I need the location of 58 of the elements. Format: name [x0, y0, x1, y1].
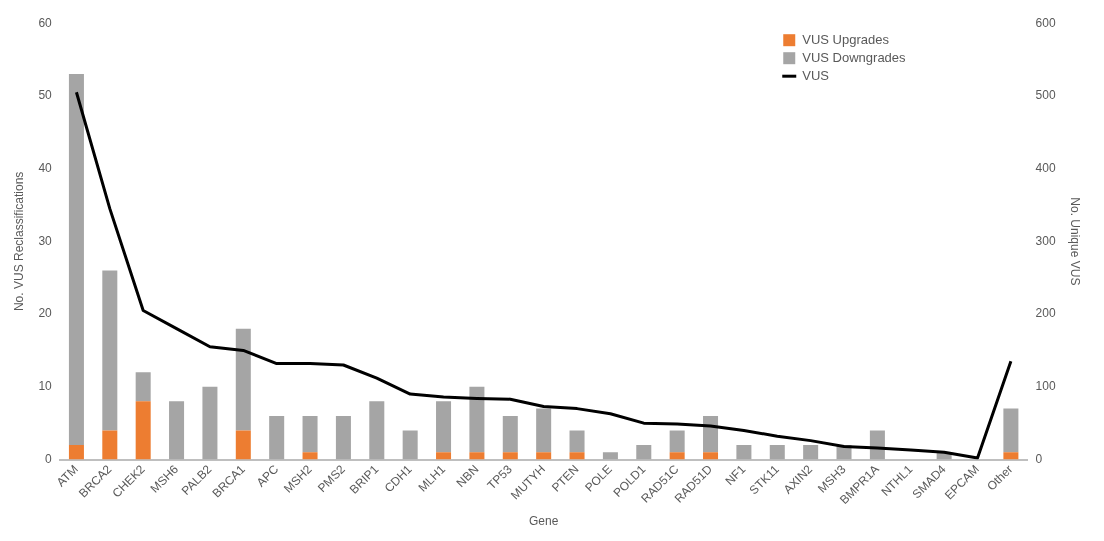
- bar: [369, 401, 385, 460]
- bar: [703, 452, 719, 460]
- bar: [469, 452, 485, 460]
- x-axis-title: Gene: [528, 514, 559, 529]
- bar: [602, 452, 618, 460]
- bar: [803, 444, 819, 460]
- bar: [135, 372, 151, 402]
- y2-tick-label: 400: [1035, 160, 1056, 175]
- bar: [569, 430, 585, 453]
- legend-label: VUS: [802, 67, 830, 83]
- bar: [102, 430, 118, 460]
- bar: [436, 401, 452, 453]
- y2-tick-label: 0: [1035, 451, 1043, 466]
- bar: [436, 452, 452, 460]
- y2-tick-label: 200: [1035, 306, 1056, 321]
- bar: [302, 452, 318, 460]
- bar: [402, 430, 418, 460]
- y-tick-label: 60: [38, 15, 53, 30]
- bar: [102, 270, 118, 431]
- bar: [736, 444, 752, 460]
- y-tick-label: 10: [38, 379, 53, 394]
- bar: [169, 401, 185, 460]
- bar: [1003, 452, 1019, 460]
- bar: [469, 386, 485, 453]
- bar: [703, 415, 719, 453]
- bar: [235, 328, 251, 431]
- bar: [1003, 408, 1019, 453]
- y-tick-label: 20: [38, 306, 53, 321]
- y2-tick-label: 600: [1035, 15, 1056, 30]
- y-tick-label: 50: [38, 88, 53, 103]
- bar: [569, 452, 585, 460]
- bar: [68, 444, 84, 460]
- bar: [135, 401, 151, 460]
- bar: [269, 415, 285, 460]
- bar: [669, 430, 685, 453]
- bar: [202, 386, 218, 460]
- y2-tick-label: 300: [1035, 233, 1056, 248]
- y2-tick-label: 500: [1035, 88, 1056, 103]
- bar: [335, 415, 351, 460]
- y-tick-label: 40: [38, 160, 53, 175]
- bar: [636, 444, 652, 460]
- legend-label: VUS Upgrades: [802, 31, 890, 47]
- bar: [536, 452, 552, 460]
- y2-tick-label: 100: [1035, 379, 1056, 394]
- bar: [669, 452, 685, 460]
- legend-label: VUS Downgrades: [802, 49, 907, 65]
- bar: [769, 444, 785, 460]
- y-tick-label: 30: [38, 233, 53, 248]
- bar: [68, 74, 84, 445]
- bar: [502, 452, 518, 460]
- y-axis-title: No. VUS Reclassifications: [11, 171, 26, 312]
- bar: [502, 415, 518, 453]
- y2-axis-title: No. Unique VUS: [1068, 197, 1083, 286]
- x-tick-label: NF1: [722, 461, 749, 489]
- bar: [536, 408, 552, 453]
- y-tick-label: 0: [45, 451, 53, 466]
- bar: [235, 430, 251, 460]
- bar: [302, 415, 318, 453]
